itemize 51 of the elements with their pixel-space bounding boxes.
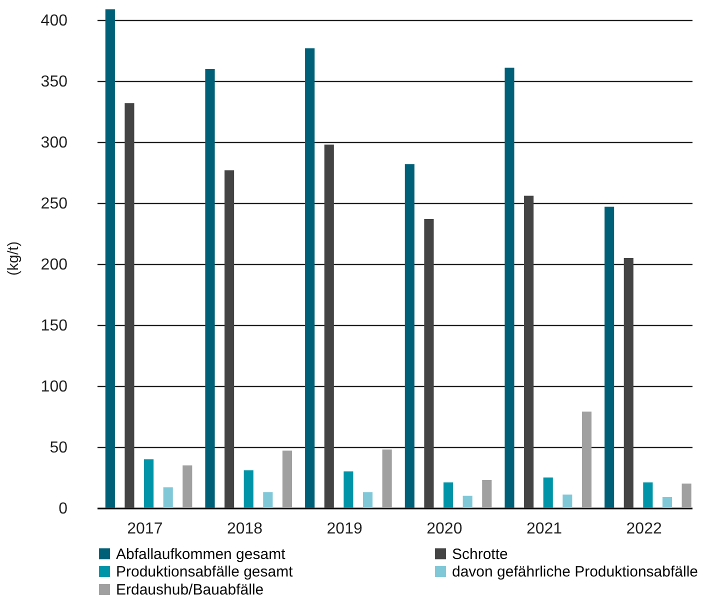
y-tick-label: 100 [40, 378, 68, 396]
y-axis-title: (kg/t) [4, 241, 22, 276]
legend-label: davon gefährliche Produktionsabfälle [452, 564, 698, 580]
y-tick-label: 400 [40, 12, 68, 30]
x-tick-label: 2019 [326, 520, 362, 538]
legend-label: Abfallaufkommen gesamt [116, 546, 286, 563]
bar [324, 144, 334, 508]
bar [344, 471, 354, 508]
bar [282, 450, 292, 508]
y-tick-label: 50 [50, 440, 68, 457]
bar [604, 206, 614, 508]
bar [582, 412, 592, 508]
y-tick-label: 0 [58, 500, 68, 518]
bar [462, 496, 472, 508]
bar [482, 480, 492, 508]
bar [124, 103, 134, 508]
bar [362, 492, 373, 508]
x-tick-label: 2020 [426, 520, 462, 538]
bar [562, 494, 572, 508]
bar [444, 482, 454, 508]
bar [105, 9, 115, 508]
y-tick-label: 350 [40, 74, 68, 91]
x-tick-label: 2021 [526, 520, 562, 538]
bar [263, 492, 273, 508]
bar [244, 470, 254, 508]
y-tick-label: 250 [40, 196, 68, 213]
bar [404, 164, 414, 508]
bar [305, 48, 315, 508]
bar [424, 218, 434, 508]
bar [504, 68, 514, 508]
bar [224, 170, 234, 508]
y-tick-label: 300 [40, 134, 68, 152]
legend-label: Erdaushub/Bauabfälle [116, 582, 264, 598]
legend-label: Schrotte [452, 546, 508, 563]
bar [643, 482, 653, 508]
bar [543, 478, 553, 508]
bar [682, 484, 692, 508]
x-tick-label: 2017 [127, 520, 163, 538]
bar [624, 258, 634, 508]
y-tick-label: 200 [40, 256, 68, 274]
x-tick-label: 2022 [626, 520, 662, 538]
bar [182, 465, 192, 508]
x-tick-label: 2018 [226, 520, 263, 538]
bar [144, 459, 154, 508]
bar [205, 68, 215, 508]
bar [524, 196, 534, 508]
bar [163, 487, 173, 508]
bar [382, 449, 392, 508]
bar [662, 497, 672, 508]
legend-label: Produktionsabfälle gesamt [116, 564, 294, 580]
y-tick-label: 150 [40, 318, 68, 335]
